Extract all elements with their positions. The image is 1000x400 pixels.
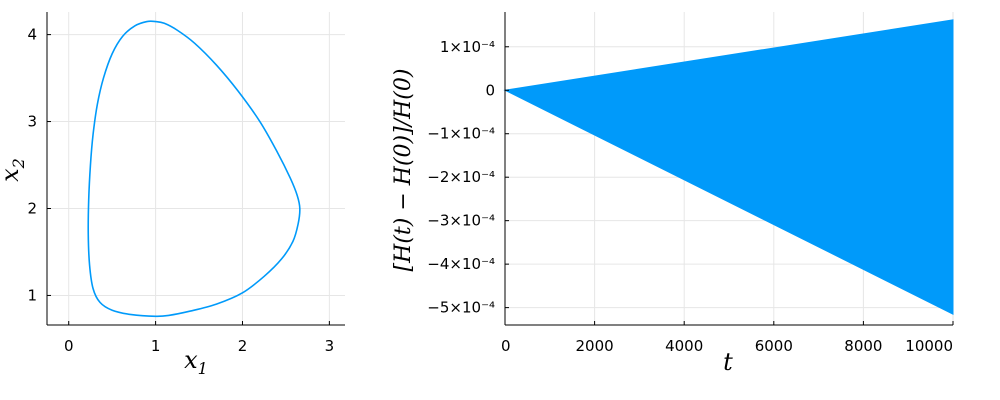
phase-portrait-x-tick-label: 3 bbox=[325, 337, 335, 355]
phase-portrait-x-tick-label: 0 bbox=[64, 337, 74, 355]
phase-portrait-axes bbox=[46, 12, 345, 326]
phase-portrait-y-tick-label: 1 bbox=[27, 286, 37, 304]
energy-error-x-tick-label: 0 bbox=[501, 337, 511, 355]
phase-portrait-grid bbox=[47, 12, 345, 325]
phase-portrait-y-tick-label: 2 bbox=[27, 199, 37, 217]
energy-error-x-label: t bbox=[723, 348, 733, 376]
phase-portrait-y-label-subscript: 2 bbox=[9, 158, 28, 169]
energy-error-y-ticks: 1×10⁻⁴ 0 −1×10⁻⁴ −2×10⁻⁴ −3×10⁻⁴ −4×10⁻⁴ −5×10… bbox=[427, 38, 509, 317]
phase-portrait-y-ticks: 1 2 3 4 bbox=[27, 26, 51, 304]
energy-error-plot: 0 2000 4000 6000 8000 10000 1×10⁻⁴ 0 −1×10⁻⁴ −2×… bbox=[391, 12, 954, 376]
phase-portrait-x-ticks: 0 1 2 3 bbox=[64, 321, 334, 355]
phase-portrait-curve bbox=[87, 20, 301, 318]
energy-error-y-tick-label: 1×10⁻⁴ bbox=[440, 38, 495, 56]
phase-portrait-y-tick-label: 3 bbox=[27, 113, 37, 131]
energy-error-x-tick-label: 6000 bbox=[755, 337, 793, 355]
energy-error-x-ticks: 0 2000 4000 6000 8000 10000 bbox=[501, 321, 954, 355]
energy-error-y-tick-label: 0 bbox=[485, 81, 495, 99]
energy-error-axes bbox=[504, 12, 953, 326]
phase-portrait-x-tick-label: 1 bbox=[151, 337, 161, 355]
phase-portrait-y-tick-label: 4 bbox=[27, 26, 37, 44]
energy-error-band bbox=[503, 19, 954, 315]
energy-error-x-tick-label: 8000 bbox=[844, 337, 882, 355]
phase-portrait-y-label: x2 bbox=[0, 158, 28, 182]
phase-portrait-plot: 0 1 2 3 1 2 3 4 x1 x2 bbox=[0, 12, 345, 378]
energy-error-y-label: [H(t) − H(0)]/H(0) bbox=[391, 69, 416, 272]
energy-error-y-tick-label: −5×10⁻⁴ bbox=[427, 299, 495, 317]
energy-error-y-tick-label: −4×10⁻⁴ bbox=[427, 255, 495, 273]
energy-error-y-tick-label: −2×10⁻⁴ bbox=[427, 168, 495, 186]
phase-portrait-x-label-subscript: 1 bbox=[198, 359, 208, 378]
energy-error-x-tick-label: 2000 bbox=[576, 337, 614, 355]
energy-error-y-tick-label: −1×10⁻⁴ bbox=[427, 125, 495, 143]
phase-portrait-x-tick-label: 2 bbox=[238, 337, 248, 355]
energy-error-y-tick-label: −3×10⁻⁴ bbox=[427, 212, 495, 230]
energy-error-x-tick-label: 4000 bbox=[665, 337, 703, 355]
phase-portrait-x-label: x1 bbox=[184, 346, 208, 378]
energy-error-x-tick-label: 10000 bbox=[905, 337, 953, 355]
